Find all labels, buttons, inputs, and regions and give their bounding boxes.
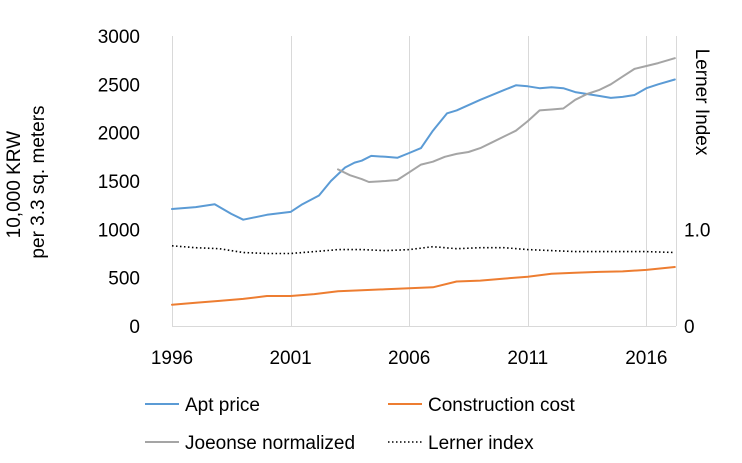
legend: Apt price Construction cost Joeonse normal… (145, 395, 576, 454)
series-line-construction-cost (171, 266, 676, 306)
y-tick-label-1: 500 (108, 269, 140, 290)
y2-axis-title: Lerner Index (691, 49, 712, 156)
x-tick-label-2: 2006 (388, 348, 430, 369)
series-line-apt-price (171, 78, 676, 221)
y-tick-label-3: 1500 (98, 172, 140, 193)
x-tick-label-4: 2016 (625, 348, 667, 369)
legend-label-lerner-index: Lerner index (428, 433, 534, 454)
legend-label-apt-price: Apt price (185, 395, 260, 416)
series-lines (171, 57, 676, 306)
vertical-gridlines (172, 36, 677, 326)
series-line-lerner-index (171, 245, 675, 255)
legend-label-construction-cost: Construction cost (428, 395, 576, 416)
series-line-joeonse-normalized (337, 57, 676, 183)
tick-labels: 1996 2001 2006 2011 2016 0 500 1000 1500 2000 2500… (98, 27, 711, 369)
legend-label-joeonse-normalized: Joeonse normalized (185, 433, 355, 454)
y-tick-label-2: 1000 (98, 220, 140, 241)
y-tick-label-4: 2000 (98, 124, 140, 145)
x-tick-label-3: 2011 (507, 348, 548, 369)
y-tick-label-6: 3000 (98, 27, 140, 48)
y-tick-label-0: 0 (129, 317, 140, 338)
x-tick-label-1: 2001 (269, 348, 311, 369)
y2-tick-label-0: 0 (684, 317, 695, 338)
y-axis-title-line-1: 10,000 KRW (4, 131, 25, 238)
y-axis-title-line-2: per 3.3 sq. meters (28, 105, 49, 258)
y-axis-title: 10,000 KRW per 3.3 sq. meters (4, 105, 49, 258)
y2-tick-label-1: 1.0 (684, 220, 710, 241)
x-tick-label-0: 1996 (151, 348, 193, 369)
y-tick-label-5: 2500 (98, 75, 140, 96)
